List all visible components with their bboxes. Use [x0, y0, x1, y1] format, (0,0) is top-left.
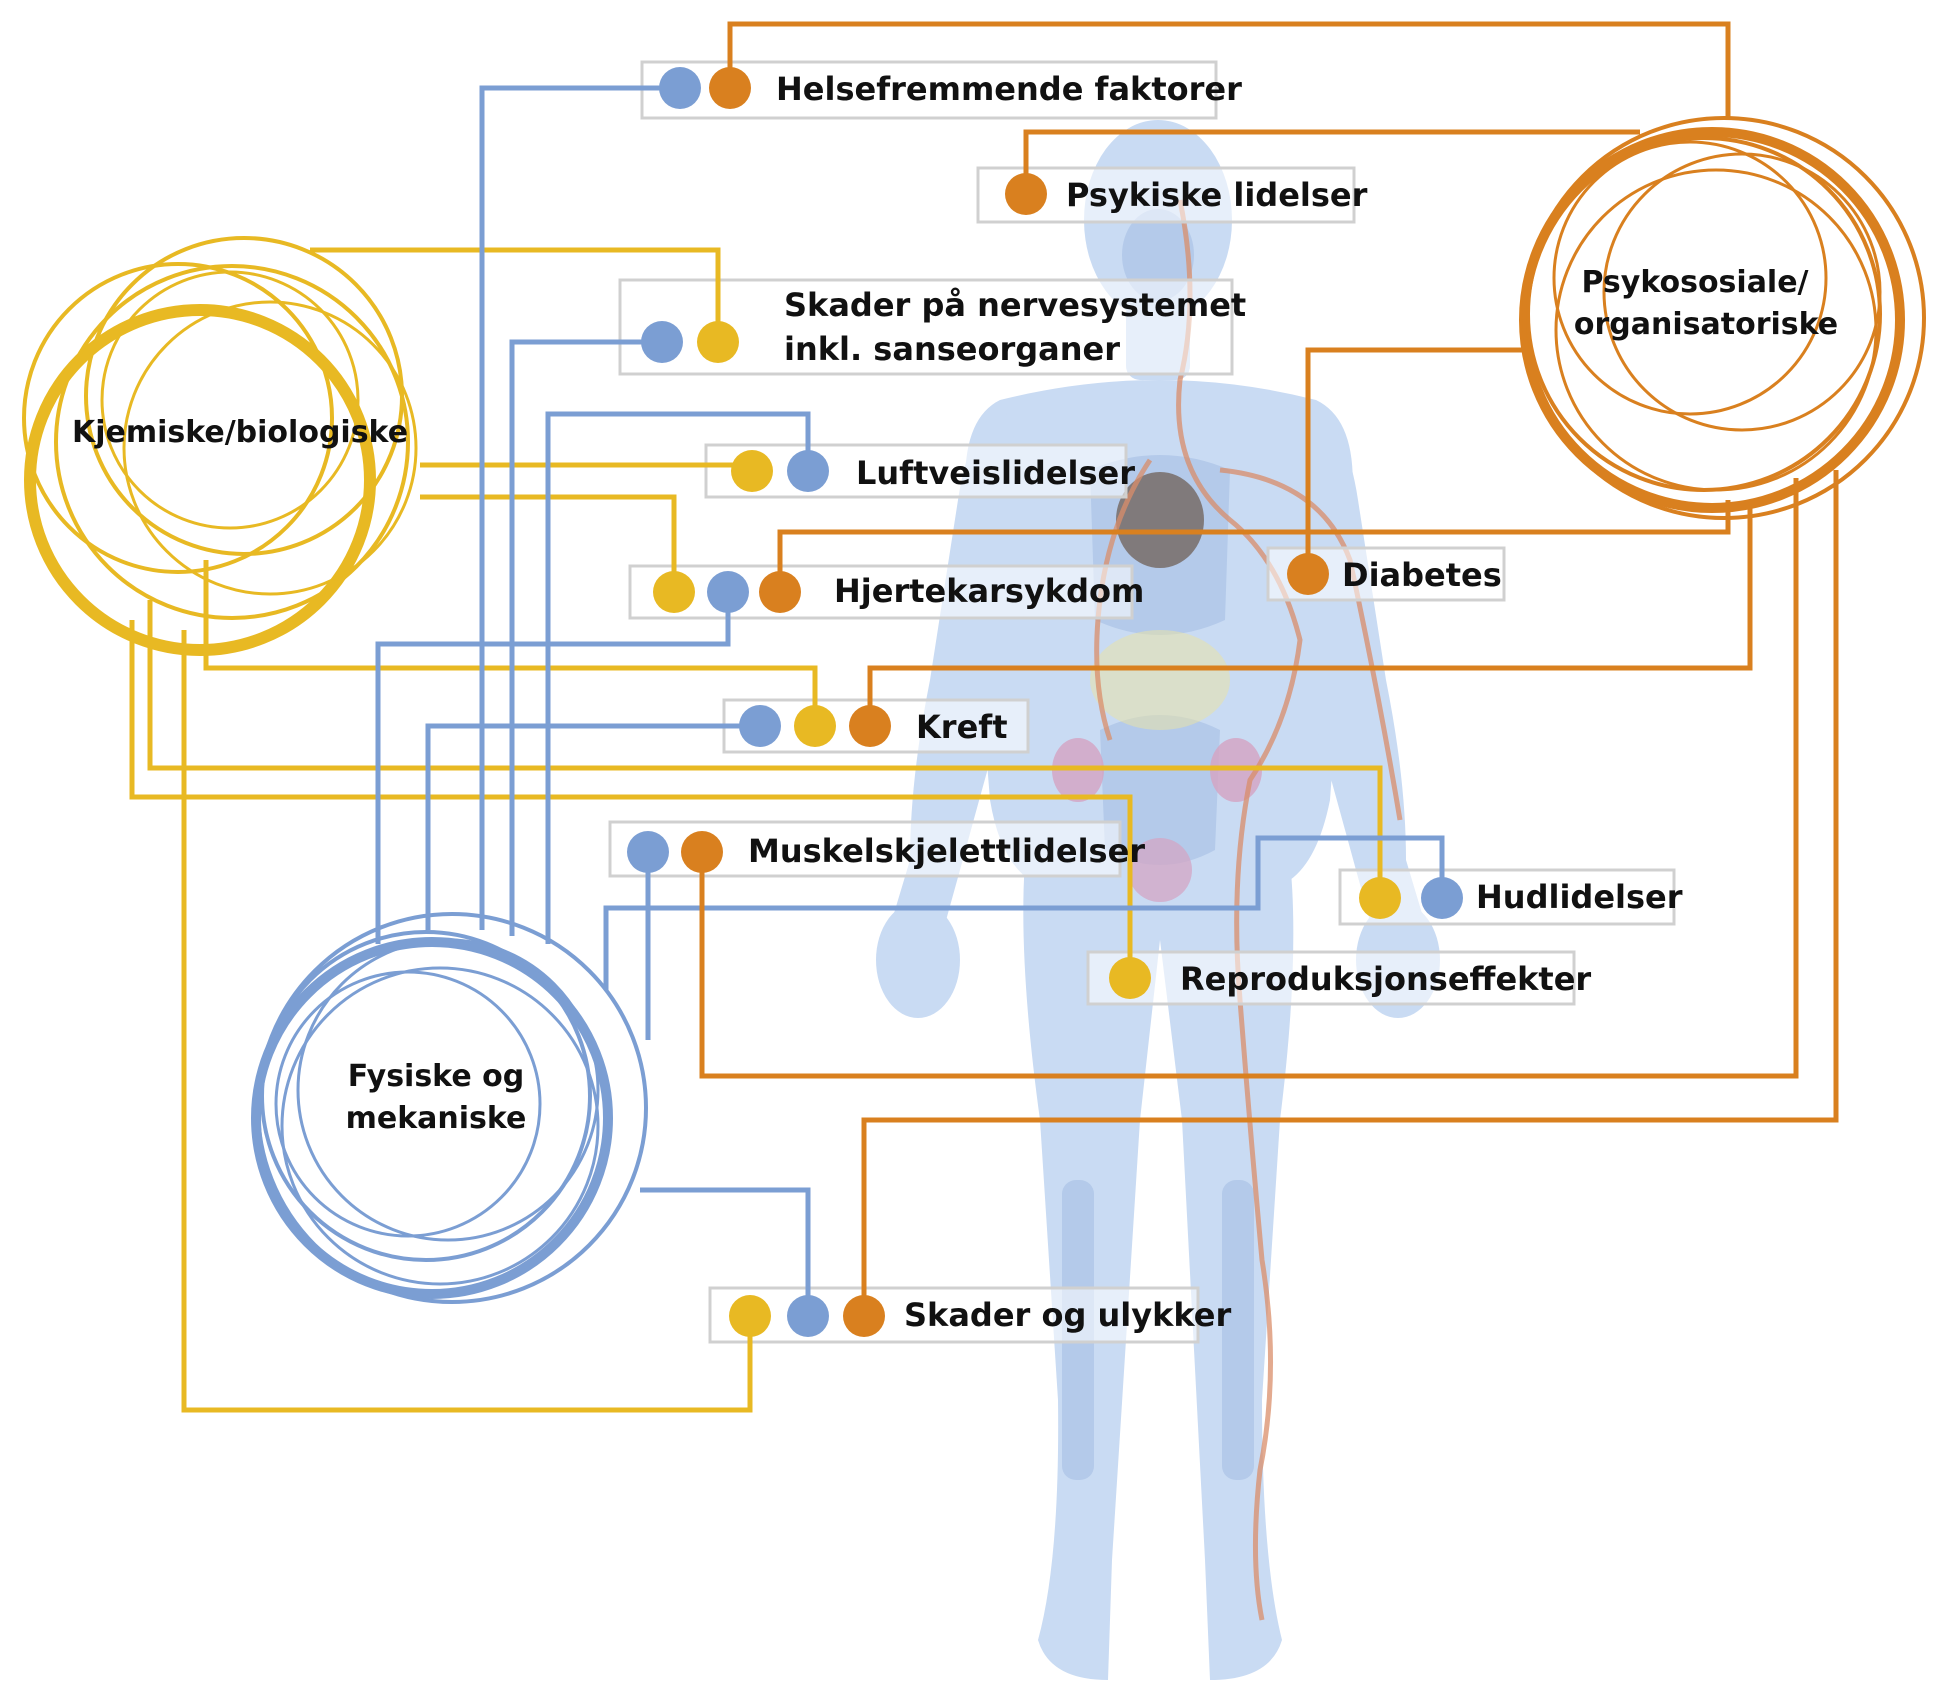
dot-orange [843, 1295, 885, 1337]
connector-dots [627, 67, 1463, 1337]
dot-blue [659, 67, 701, 109]
dot-blue [739, 705, 781, 747]
dot-blue [641, 321, 683, 363]
dot-orange [709, 67, 751, 109]
label-respiratory: Luftveislidelser [856, 454, 1135, 492]
hub-label-physical-line2: mekaniske [346, 1101, 527, 1136]
human-body-figure [876, 120, 1440, 1680]
hub-label-chemical: Kjemiske/biologiske [72, 415, 408, 450]
dot-orange [681, 831, 723, 873]
psychosocial-organisational-hub: Psykososiale/ organisatoriske [1519, 116, 1926, 520]
orange-connections [699, 21, 1839, 1316]
label-nervous-system-line2: inkl. sanseorganer [784, 330, 1120, 368]
label-musculoskeletal: Muskelskjelettlidelser [748, 832, 1145, 870]
dot-yellow [653, 571, 695, 613]
physical-mechanical-hub: Fysiske og mekaniske [251, 912, 648, 1304]
label-reproductive: Reproduksjonseffekter [1180, 960, 1591, 998]
dot-yellow [729, 1295, 771, 1337]
label-mental-disorders: Psykiske lidelser [1066, 176, 1368, 214]
label-nervous-system-line1: Skader på nervesystemet [784, 286, 1246, 324]
dot-orange [1287, 553, 1329, 595]
hub-label-psychosocial-line1: Psykososiale/ [1581, 265, 1808, 300]
dot-yellow [731, 450, 773, 492]
dot-orange [849, 705, 891, 747]
label-cardiovascular: Hjertekarsykdom [834, 572, 1144, 610]
dot-orange [759, 571, 801, 613]
blue-connections [375, 85, 1445, 1316]
dot-blue [787, 1295, 829, 1337]
dot-blue [787, 450, 829, 492]
chemical-biological-hub: Kjemiske/biologiske [22, 236, 418, 656]
dot-blue [627, 831, 669, 873]
hub-label-physical-line1: Fysiske og [348, 1059, 524, 1094]
dot-orange [1005, 173, 1047, 215]
dot-yellow [1109, 957, 1151, 999]
label-skin: Hudlidelser [1476, 878, 1683, 916]
dot-yellow [1359, 877, 1401, 919]
hub-label-psychosocial-line2: organisatoriske [1574, 307, 1838, 342]
dot-yellow [697, 321, 739, 363]
outcome-labels: Helsefremmende faktorer Psykiske lidelse… [748, 70, 1683, 1334]
label-diabetes: Diabetes [1342, 556, 1502, 594]
dot-blue [1421, 877, 1463, 919]
dot-blue [707, 571, 749, 613]
label-health-promoting: Helsefremmende faktorer [776, 70, 1242, 108]
label-injuries: Skader og ulykker [904, 1296, 1232, 1334]
dot-yellow [794, 705, 836, 747]
label-cancer: Kreft [916, 708, 1008, 746]
